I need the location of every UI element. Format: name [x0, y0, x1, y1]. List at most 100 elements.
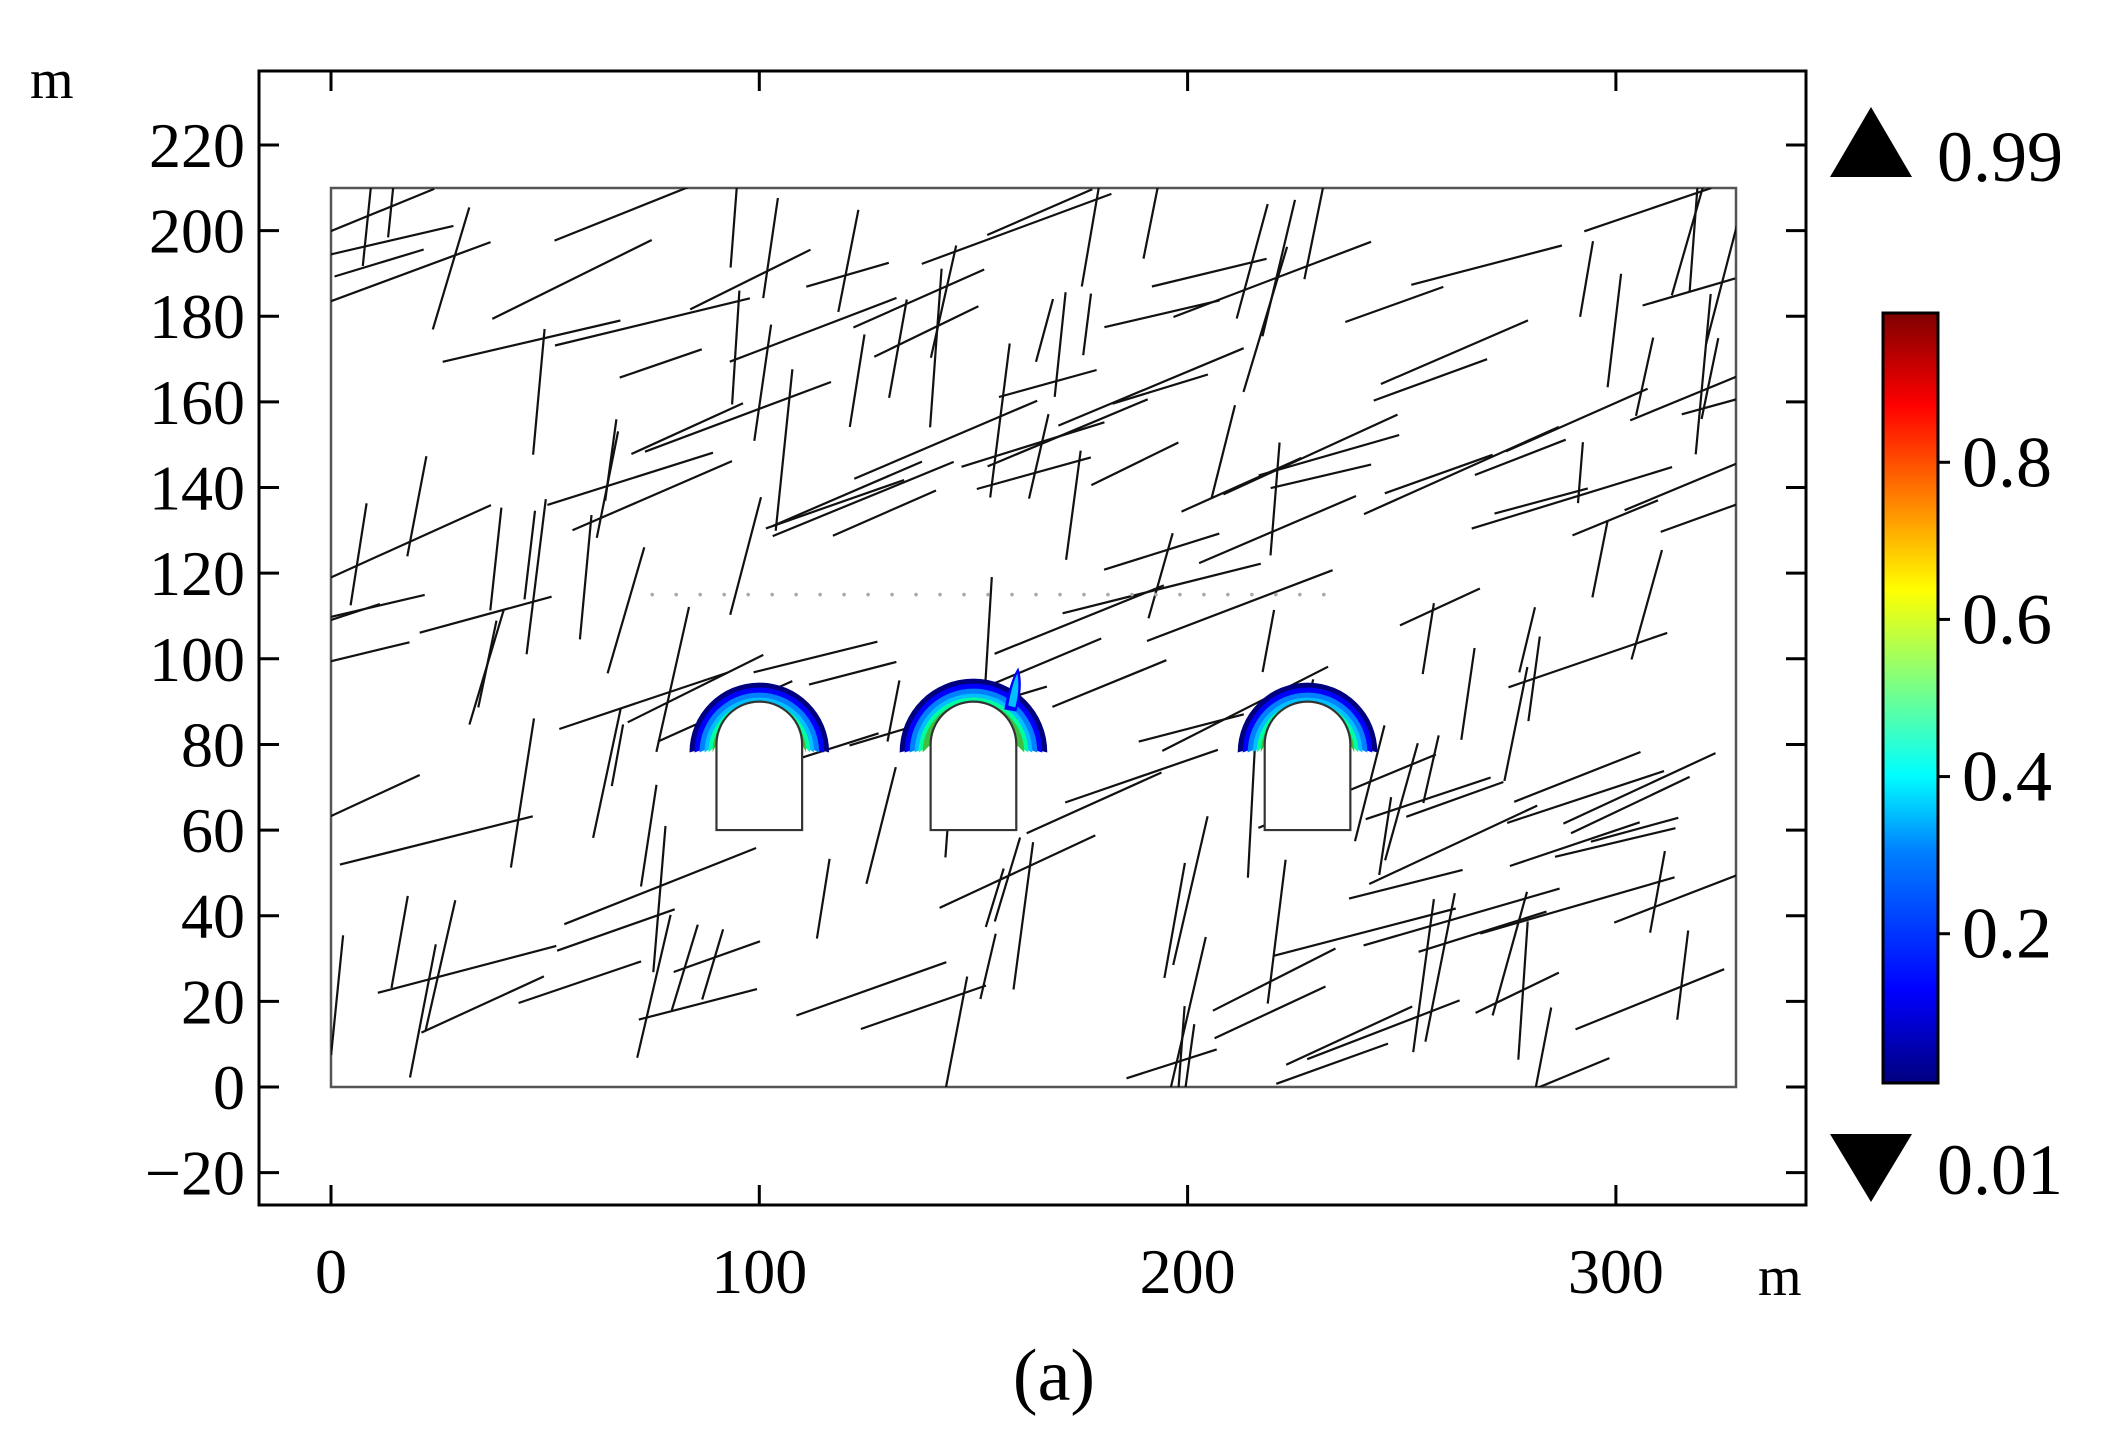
fracture: [1534, 1007, 1553, 1087]
fracture: [349, 503, 368, 606]
fracture: [921, 192, 1112, 265]
fracture: [1606, 273, 1623, 388]
fracture: [1181, 456, 1302, 513]
fracture: [1681, 398, 1736, 416]
monitoring-point: [818, 592, 822, 597]
fracture: [848, 334, 866, 428]
fracture: [1424, 892, 1456, 1042]
monitoring-point: [938, 592, 942, 597]
fracture: [644, 380, 832, 453]
fracture: [1062, 562, 1262, 615]
y-tick-label: 100: [149, 624, 245, 695]
colorbar-gradient: [1881, 311, 1940, 1085]
fracture: [630, 402, 744, 456]
monitoring-point: [674, 592, 679, 597]
x-tick-label: 100: [711, 1236, 807, 1307]
min-arrow-icon: [1830, 1134, 1912, 1202]
fracture: [509, 718, 536, 868]
fracture: [852, 268, 985, 329]
fracture: [1147, 532, 1174, 619]
fracture: [1629, 375, 1736, 422]
fracture: [554, 188, 690, 242]
fracture: [1471, 466, 1673, 530]
fracture: [1142, 188, 1159, 259]
fracture: [636, 914, 672, 1059]
fracture: [1344, 285, 1444, 324]
monitoring-point: [1178, 592, 1182, 597]
fracture: [805, 261, 890, 288]
fracture: [1503, 666, 1529, 782]
fracture: [832, 489, 937, 537]
max-arrow-icon: [1830, 107, 1912, 177]
fracture: [334, 248, 425, 278]
fracture: [1590, 816, 1679, 843]
fracture: [673, 940, 761, 974]
fracture: [1246, 748, 1256, 878]
fracture: [489, 507, 503, 611]
fracture: [1570, 775, 1691, 835]
y-tick-label: 80: [181, 709, 245, 780]
fracture: [772, 460, 955, 538]
y-tick-label: 180: [149, 281, 245, 352]
fracture: [1575, 968, 1725, 1031]
x-tick-label: 200: [1140, 1236, 1236, 1307]
fracture: [1269, 442, 1281, 556]
colorbar-tick-label: 0.2: [1962, 894, 2052, 974]
fracture: [888, 299, 908, 398]
fracture: [886, 680, 901, 742]
fracture: [815, 858, 831, 939]
fracture: [1384, 742, 1419, 861]
fracture: [1378, 797, 1393, 876]
fracture: [1242, 246, 1289, 393]
y-tick-label: 200: [149, 196, 245, 267]
colorbar: 0.99 0.8 0.6 0.4 0.2 0.01: [1830, 107, 2063, 1210]
colorbar-min-label: 0.01: [1937, 1130, 2063, 1210]
monitoring-point: [1130, 592, 1134, 597]
fracture: [865, 766, 897, 885]
fracture: [1177, 1006, 1186, 1087]
x-axis: 0 100 200 300: [315, 71, 1664, 1307]
fracture: [1270, 463, 1372, 490]
fracture: [1613, 874, 1736, 924]
fracture: [424, 900, 457, 1032]
fracture: [1676, 930, 1690, 1020]
monitoring-line: [650, 592, 1326, 597]
monitoring-point: [722, 592, 726, 597]
x-unit-label: m: [1758, 1246, 1802, 1308]
fracture: [701, 928, 725, 1000]
fracture: [986, 188, 1093, 237]
fracture: [853, 399, 1038, 480]
fracture: [1151, 257, 1267, 288]
fracture: [860, 984, 987, 1031]
fracture: [939, 834, 1096, 909]
fracture: [442, 319, 621, 363]
fracture: [1348, 868, 1463, 900]
fracture: [1103, 532, 1220, 571]
fracture: [808, 660, 897, 686]
fracture: [1161, 665, 1329, 752]
fracture: [604, 419, 618, 501]
fracture: [731, 290, 741, 405]
fracture: [1034, 298, 1055, 363]
fracture: [944, 976, 969, 1087]
fracture: [765, 478, 905, 530]
fracture: [1670, 188, 1704, 296]
fracture: [1380, 319, 1529, 386]
fracture: [572, 460, 733, 532]
fracture: [331, 602, 381, 622]
monitoring-point: [794, 592, 798, 597]
monitoring-point: [1202, 592, 1206, 597]
fracture: [419, 595, 552, 634]
monitoring-point: [1106, 592, 1110, 597]
fracture: [638, 988, 758, 1021]
fracture: [1184, 1024, 1196, 1087]
fracture: [1222, 413, 1398, 496]
fracture: [627, 653, 764, 724]
colorbar-max-label: 0.99: [1937, 117, 2063, 197]
fracture: [1494, 487, 1589, 515]
y-tick-label: 220: [149, 110, 245, 181]
monitoring-point: [1034, 592, 1038, 597]
fracture: [929, 245, 958, 358]
y-axis: −20 0 20 40 60 80 100 120 140 160 180 200 220: [145, 110, 1806, 1209]
y-tick-label: 160: [149, 367, 245, 438]
